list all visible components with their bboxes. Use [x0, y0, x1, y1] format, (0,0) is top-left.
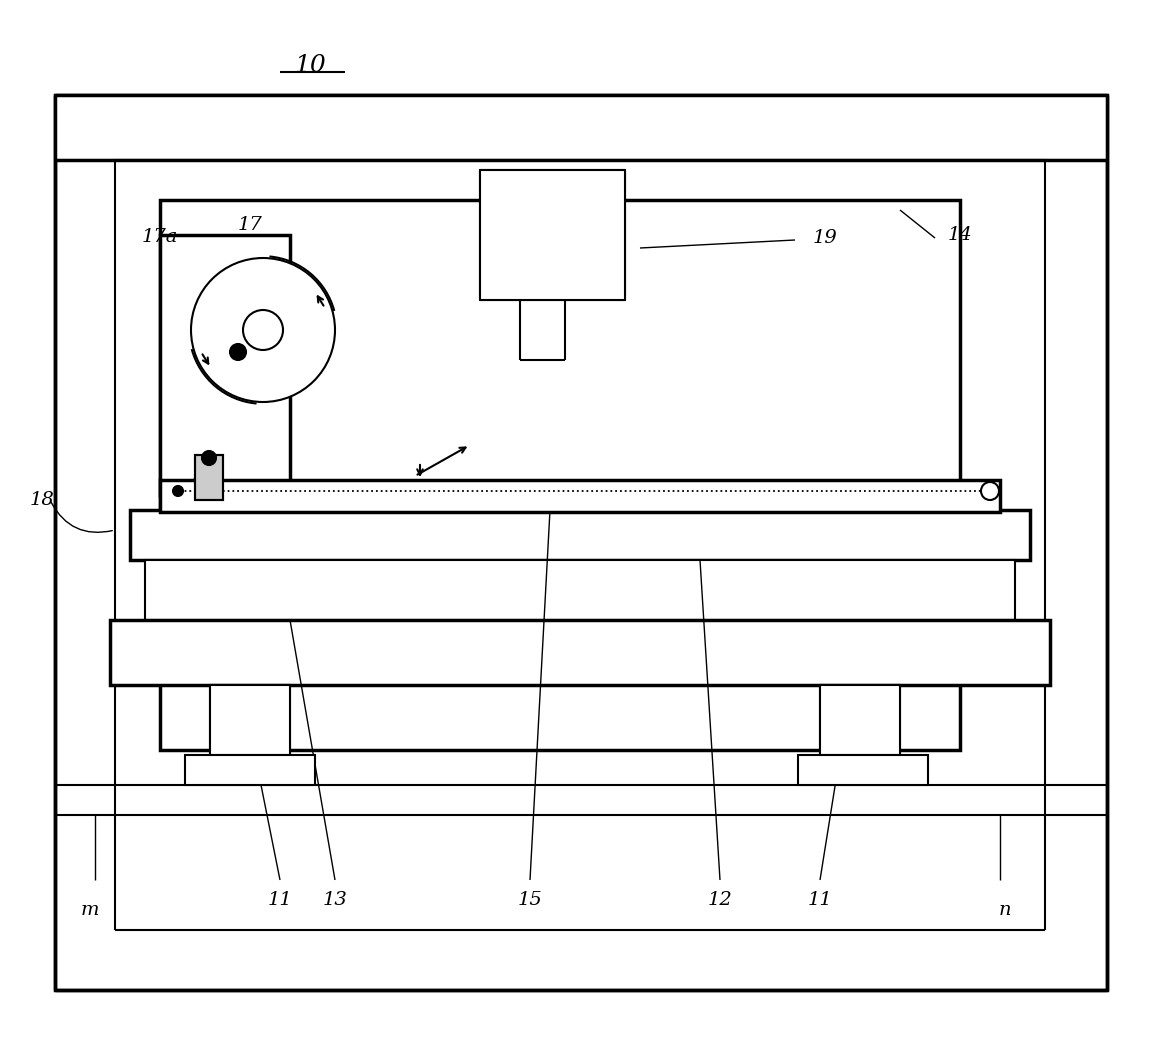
Text: 15: 15 — [517, 891, 543, 909]
Bar — [798, 755, 928, 785]
Bar — [195, 455, 223, 500]
Bar — [480, 170, 625, 300]
Bar — [210, 685, 290, 755]
Text: 10: 10 — [294, 53, 325, 76]
Bar — [160, 480, 1000, 512]
Circle shape — [173, 487, 182, 496]
Text: 19: 19 — [812, 229, 838, 247]
Text: 17a: 17a — [142, 228, 178, 246]
Text: n: n — [999, 901, 1011, 919]
Bar — [55, 95, 1107, 160]
Bar — [185, 755, 315, 785]
Text: 18: 18 — [29, 491, 55, 509]
Bar — [55, 95, 1107, 990]
Bar — [195, 455, 223, 500]
Bar — [145, 560, 1014, 620]
Text: m: m — [80, 901, 99, 919]
Text: 11: 11 — [808, 891, 832, 909]
Circle shape — [191, 258, 335, 402]
Text: 13: 13 — [323, 891, 347, 909]
Circle shape — [230, 345, 246, 360]
Text: p: p — [192, 465, 202, 479]
Bar — [110, 620, 1050, 685]
Bar — [820, 685, 901, 755]
Text: 12: 12 — [708, 891, 732, 909]
Bar — [160, 235, 290, 495]
Text: 14: 14 — [948, 226, 973, 244]
Circle shape — [243, 310, 284, 350]
Circle shape — [202, 451, 216, 465]
Circle shape — [981, 482, 999, 500]
Bar — [160, 200, 960, 750]
Text: 11: 11 — [267, 891, 293, 909]
Bar — [130, 511, 1030, 560]
Text: 17: 17 — [237, 216, 263, 234]
